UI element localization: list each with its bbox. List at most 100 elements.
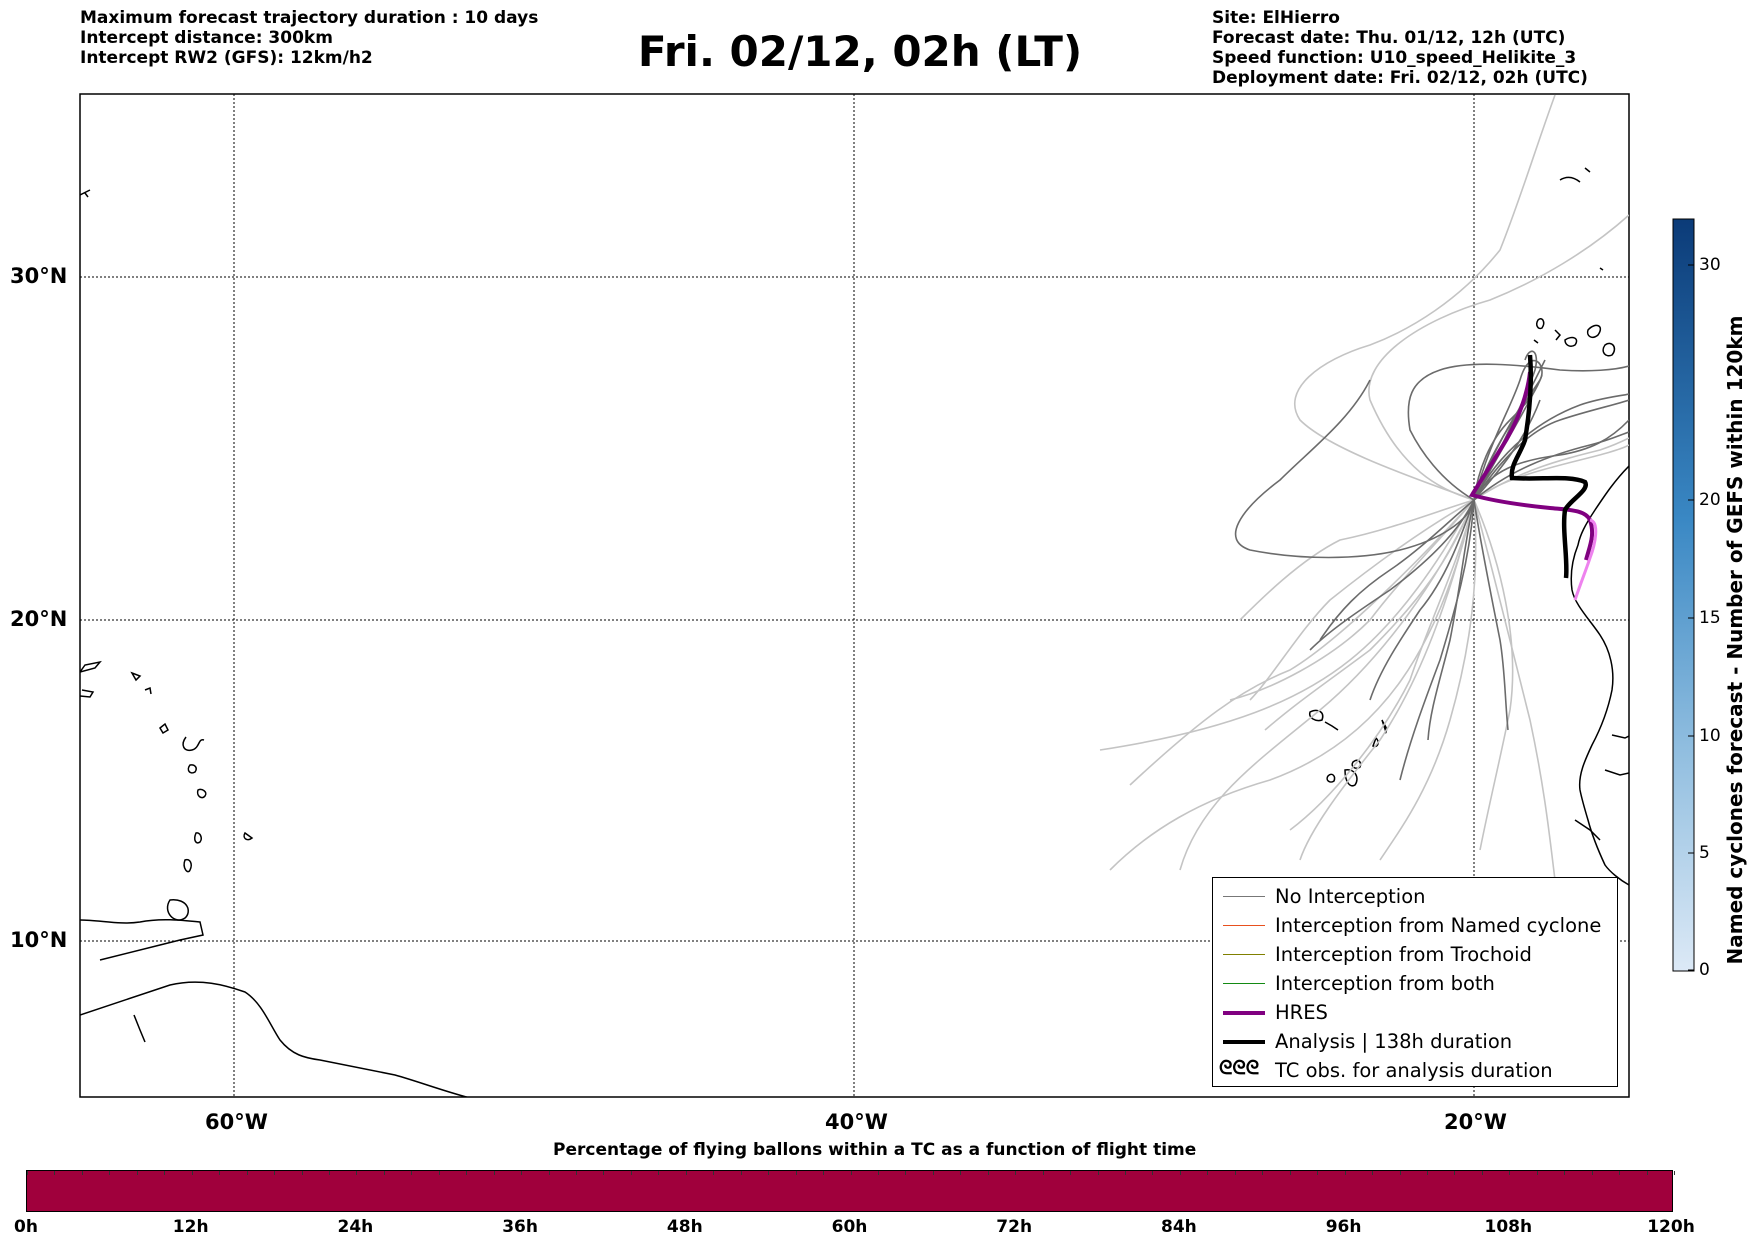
timebar-tick xyxy=(1509,1171,1511,1175)
site-text: Site: ElHierro xyxy=(1212,8,1340,28)
traj-light-14 xyxy=(1473,444,1629,501)
bermuda xyxy=(80,189,91,198)
timebar-tick xyxy=(1454,1171,1456,1175)
analysis-trajectory xyxy=(1509,354,1588,579)
timebar-tick xyxy=(1179,1171,1181,1175)
forecast-date-text: Forecast date: Thu. 01/12, 12h (UTC) xyxy=(1212,28,1566,48)
legend-item-hres: HRES xyxy=(1213,999,1617,1027)
island-antigua xyxy=(144,686,152,695)
traj-light-8 xyxy=(1379,499,1477,861)
lon-label-20: 20°W xyxy=(1444,1110,1507,1134)
lat-label-10: 10°N xyxy=(10,928,68,952)
hres-trajectory-tail xyxy=(1573,518,1598,601)
timebar-tick xyxy=(274,1171,276,1175)
colorbar-title: Named cyclones forecast - Number of GEFS… xyxy=(1723,315,1747,965)
timebar-label: 120h xyxy=(1647,1217,1695,1237)
traj-dark-11 xyxy=(1369,499,1475,701)
timebar-tick xyxy=(1317,1171,1319,1175)
cb-label-5: 5 xyxy=(1699,843,1710,863)
cape-verde-boa-vista xyxy=(1372,736,1379,748)
timebar-label: 84h xyxy=(1161,1217,1197,1237)
timebar-tick xyxy=(1591,1171,1593,1175)
cb-label-0: 0 xyxy=(1699,960,1710,980)
cb-label-10: 10 xyxy=(1699,726,1721,746)
legend-label: Interception from Named cyclone xyxy=(1275,914,1602,937)
timebar-tick xyxy=(1289,1171,1291,1175)
max-duration-text: Maximum forecast trajectory duration : 1… xyxy=(80,8,539,28)
trajectories-light xyxy=(1099,94,1629,881)
island-gran-canaria xyxy=(1564,336,1578,347)
legend-line-hres xyxy=(1223,1011,1265,1015)
coastline-caribbean xyxy=(80,189,470,1097)
island-st-lucia xyxy=(196,788,207,799)
timebar-tick xyxy=(548,1171,550,1175)
legend-label: Interception from both xyxy=(1275,972,1495,995)
coastline-africa xyxy=(1308,167,1629,886)
legend-item-named-cyclone: Interception from Named cyclone xyxy=(1213,912,1617,940)
timebar-tick xyxy=(1674,1171,1675,1175)
island-anguilla xyxy=(130,671,142,682)
timebar-tick xyxy=(109,1171,111,1175)
timebar-tick xyxy=(328,1171,330,1175)
traj-light-4 xyxy=(1249,499,1475,701)
traj-dark-12 xyxy=(1319,499,1475,641)
legend-item-trochoid: Interception from Trochoid xyxy=(1213,941,1617,969)
legend-label: Analysis | 138h duration xyxy=(1275,1030,1513,1053)
timebar-tick xyxy=(27,1171,28,1175)
timebar-tick xyxy=(1097,1171,1099,1175)
timebar-tick xyxy=(356,1171,358,1175)
traj-dark-8 xyxy=(1234,379,1475,559)
timebar-tick xyxy=(905,1171,907,1175)
legend-item-both: Interception from both xyxy=(1213,970,1617,998)
island-puerto-rico xyxy=(80,660,102,673)
timebar-tick xyxy=(1399,1171,1401,1175)
timebar-tick xyxy=(740,1171,742,1175)
timebar-tick xyxy=(1262,1171,1264,1175)
traj-light-16 xyxy=(1264,499,1475,731)
timebar-tick xyxy=(438,1171,440,1175)
timebar-label: 36h xyxy=(502,1217,538,1237)
gambia-coast xyxy=(1604,769,1629,776)
timebar-tick xyxy=(1536,1171,1538,1175)
timebar-label: 24h xyxy=(337,1217,374,1237)
island-dominica xyxy=(182,736,205,752)
south-america-coast xyxy=(80,981,470,1097)
traj-dark-5 xyxy=(1407,363,1629,501)
timebar-tick xyxy=(1372,1171,1374,1175)
timebar-tick xyxy=(1207,1171,1209,1175)
deployment-date-text: Deployment date: Fri. 02/12, 02h (UTC) xyxy=(1212,68,1588,88)
timebar-label: 96h xyxy=(1325,1217,1362,1237)
timebar-label: 60h xyxy=(831,1217,868,1237)
senegal-coast xyxy=(1611,734,1629,739)
timebar-tick xyxy=(1070,1171,1072,1175)
traj-dark-9 xyxy=(1309,499,1475,651)
timebar-label: 0h xyxy=(14,1217,38,1237)
timebar-tick xyxy=(191,1171,193,1175)
timebar-tick xyxy=(1619,1171,1621,1175)
traj-dark-13 xyxy=(1427,499,1475,741)
timebar xyxy=(26,1170,1675,1212)
west-africa-coast xyxy=(1570,465,1629,886)
cb-label-15: 15 xyxy=(1699,608,1721,628)
lat-label-30: 30°N xyxy=(10,264,68,288)
cape-verde-maio xyxy=(1351,759,1362,769)
traj-light-9 xyxy=(1473,499,1514,851)
timebar-tick xyxy=(164,1171,166,1175)
island-grenada xyxy=(194,832,202,844)
legend-item-analysis: Analysis | 138h duration xyxy=(1213,1028,1617,1056)
cb-label-20: 20 xyxy=(1699,490,1721,510)
timebar-tick xyxy=(932,1171,934,1175)
island-fuerteventura xyxy=(1586,324,1602,338)
legend-item-no-interception: No Interception xyxy=(1213,883,1617,911)
guinea-coast xyxy=(1574,819,1601,841)
intercept-distance-text: Intercept distance: 300km xyxy=(80,28,333,48)
traj-dark-6 xyxy=(1473,399,1629,501)
timebar-tick xyxy=(219,1171,221,1175)
legend: No Interception Interception from Named … xyxy=(1212,877,1618,1087)
timebar-tick xyxy=(685,1171,687,1175)
island-barbados xyxy=(243,831,254,841)
legend-line-both xyxy=(1223,983,1265,984)
timebar-tick xyxy=(823,1171,825,1175)
cape-verde-santo-antao xyxy=(1308,709,1324,722)
timebar-tick xyxy=(383,1171,385,1175)
